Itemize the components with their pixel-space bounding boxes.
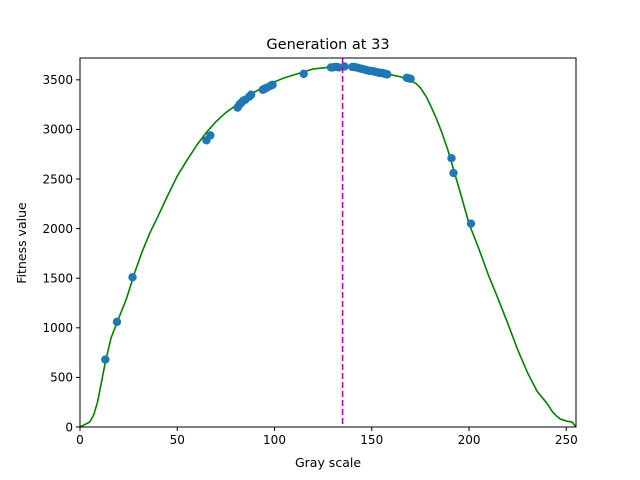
axes-frame — [79, 57, 577, 428]
y-tick-label: 1500 — [42, 272, 73, 286]
x-tick-label: 200 — [458, 433, 481, 447]
population-point — [268, 80, 277, 89]
population-point — [101, 355, 110, 364]
x-tick-label: 150 — [360, 433, 383, 447]
population-point — [449, 168, 458, 178]
y-tick-label: 2000 — [42, 222, 73, 236]
population-point — [299, 69, 308, 79]
population-point — [246, 90, 256, 99]
population-point — [206, 131, 215, 140]
x-tick-label: 50 — [170, 433, 185, 447]
y-axis-label: Fitness value — [14, 202, 29, 284]
y-tick-label: 2500 — [42, 172, 73, 186]
y-tick-label: 3000 — [42, 123, 73, 137]
population-point — [466, 219, 476, 228]
y-tick-label: 1000 — [42, 321, 73, 335]
population-point — [340, 62, 349, 71]
x-tick-label: 250 — [555, 433, 578, 447]
population-point — [112, 317, 122, 327]
plot-area — [80, 58, 576, 427]
y-tick-label: 3500 — [42, 73, 73, 87]
population-point — [447, 153, 456, 163]
x-axis-label: Gray scale — [295, 455, 361, 470]
population-point — [383, 70, 392, 79]
plot-contents — [80, 58, 576, 427]
population-point — [128, 273, 137, 282]
x-tick-label: 100 — [263, 433, 286, 447]
chart-title: Generation at 33 — [266, 37, 389, 53]
axes: 0 50 100 150 200 2500500100015002000250030003… — [42, 57, 578, 447]
y-tick-label: 500 — [50, 371, 73, 385]
x-tick-label: 0 — [76, 433, 84, 447]
population-point — [406, 74, 415, 84]
y-tick-label: 0 — [65, 420, 73, 434]
